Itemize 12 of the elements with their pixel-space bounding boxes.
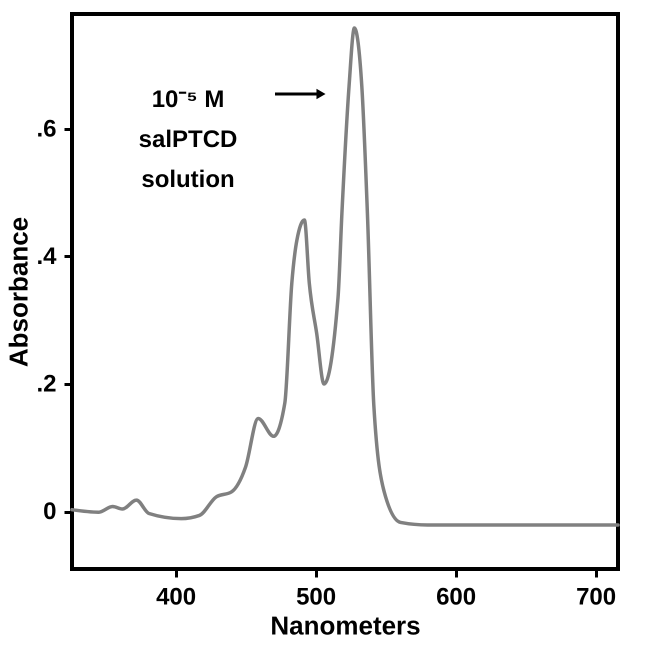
y-tick-label: .6 bbox=[36, 115, 56, 142]
y-tick-label: 0 bbox=[43, 498, 56, 526]
y-tick-label: .4 bbox=[36, 242, 58, 270]
x-tick-label: 700 bbox=[576, 584, 616, 610]
x-tick-label: 500 bbox=[296, 584, 336, 610]
y-axis-title: Absorbance bbox=[3, 216, 34, 368]
line-series bbox=[70, 26, 620, 527]
x-tick-label: 400 bbox=[156, 584, 196, 610]
x-axis-title: Nanometers bbox=[270, 610, 421, 640]
y-tick-label: .2 bbox=[36, 370, 56, 398]
x-tick-label: 600 bbox=[436, 584, 476, 610]
annotation: 10⁻⁵ M salPTCD solution bbox=[138, 86, 238, 193]
